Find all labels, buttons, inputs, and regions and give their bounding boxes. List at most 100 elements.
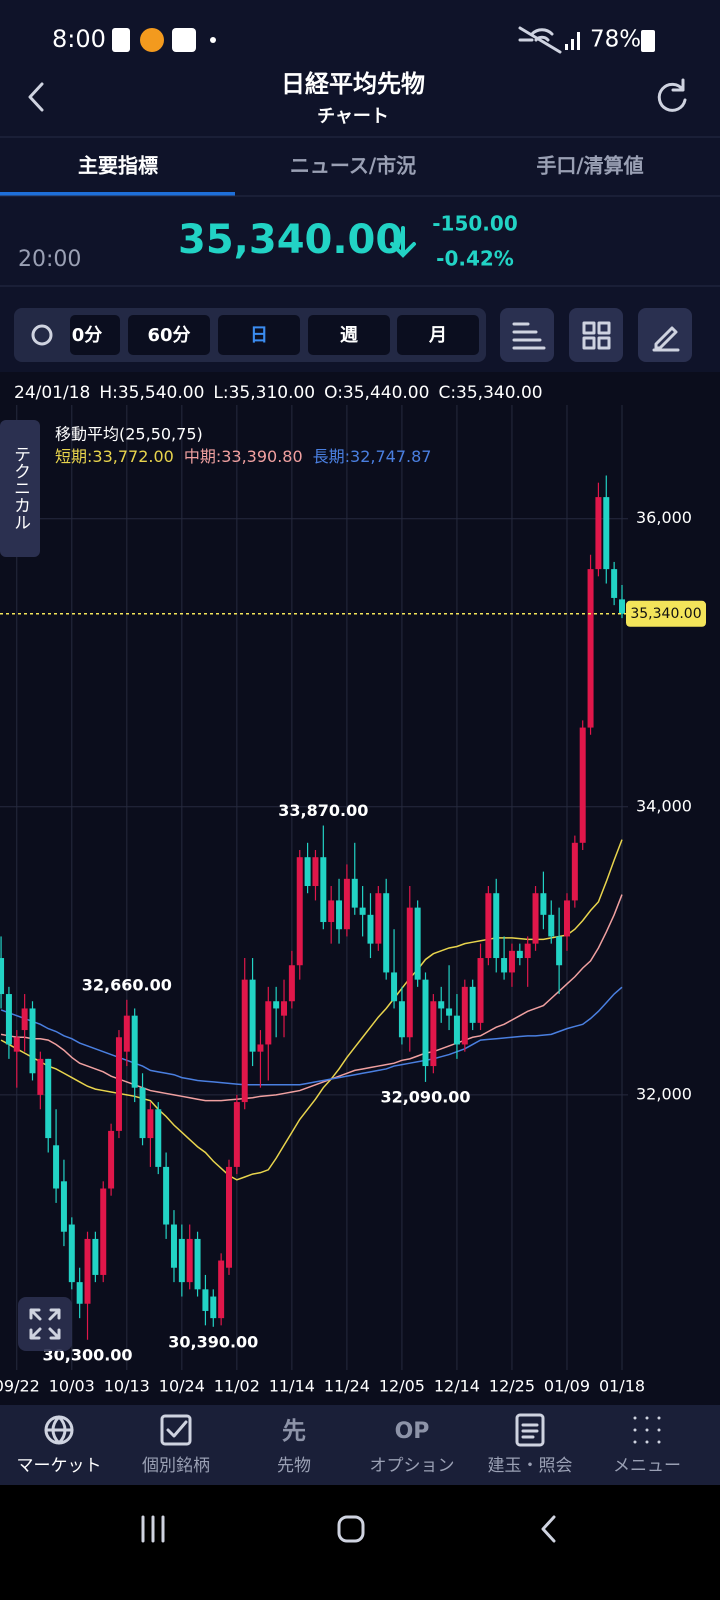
candle-body <box>587 569 594 728</box>
candle-body <box>155 1109 162 1167</box>
candle-body <box>249 979 256 1052</box>
candle-body <box>375 893 382 944</box>
nav-icon <box>160 1414 192 1446</box>
battery-icon <box>641 30 655 52</box>
interval-button[interactable] <box>70 315 120 355</box>
legend-entry: 中期:33,390.80 <box>184 447 303 466</box>
header-title: 日経平均先物 <box>281 70 425 98</box>
quote-price: 35,340.00 <box>178 217 403 263</box>
candle-body <box>115 1037 122 1131</box>
status-dot <box>210 37 216 43</box>
layout-button[interactable] <box>569 308 623 362</box>
candle-body <box>84 1238 91 1304</box>
wifi-icon <box>530 28 554 42</box>
interval-button[interactable] <box>397 315 479 355</box>
back-button[interactable] <box>28 82 44 112</box>
legend: 短期:33,772.00 中期:33,390.80 長期:32,747.87 <box>55 447 431 466</box>
candle-body <box>218 1260 225 1319</box>
nav-icon <box>521 1423 539 1439</box>
x-tick-label: 11/02 <box>214 1377 260 1396</box>
candle-body <box>461 986 468 1045</box>
nav-label[interactable]: オプション <box>370 1456 455 1476</box>
candle-body <box>131 1015 138 1088</box>
candle-body <box>383 893 390 973</box>
nav-label[interactable]: メニュー <box>613 1456 681 1476</box>
ohlc-open: O:35,440.00 <box>324 383 429 403</box>
candle-body <box>170 1224 177 1268</box>
interval-label: 0分 <box>72 325 103 346</box>
candle-body <box>516 950 523 959</box>
candle-body <box>446 1008 453 1016</box>
icon <box>29 1308 61 1340</box>
settings-button[interactable] <box>31 324 53 346</box>
interval-label: 週 <box>340 325 358 346</box>
candle-body <box>178 1238 185 1283</box>
candle-body <box>241 979 248 1103</box>
nav-label[interactable]: 個別銘柄 <box>142 1456 210 1476</box>
candle-body <box>0 958 5 995</box>
ohlc-date: 24/01/18 <box>14 383 90 403</box>
signal-icon <box>565 32 580 50</box>
candle-body <box>438 1001 445 1009</box>
candle-body <box>202 1289 209 1311</box>
expand-button[interactable] <box>18 1297 72 1351</box>
nav-label[interactable]: 先物 <box>277 1456 311 1476</box>
high-label: 32,660.00 <box>82 975 172 994</box>
candle-body <box>563 900 570 937</box>
candle-body <box>351 878 358 908</box>
side-tab[interactable] <box>0 420 40 557</box>
candle-body <box>320 857 327 923</box>
battery-text: 78% <box>590 27 641 53</box>
nav-label[interactable]: 建玉・照会 <box>488 1456 573 1476</box>
tab-active[interactable]: 主要指標 <box>78 154 158 178</box>
interval-button[interactable] <box>128 315 210 355</box>
candle-body <box>532 893 539 944</box>
nav-icon-text: 先 <box>282 1417 306 1445</box>
status-icon <box>112 28 130 52</box>
interval-label-active: 日 <box>250 325 268 346</box>
candle-body <box>210 1296 217 1319</box>
candle-body <box>265 1001 272 1045</box>
interval-button[interactable] <box>308 315 390 355</box>
candle-body <box>328 900 335 923</box>
x-tick-label: 09/22 <box>0 1377 40 1396</box>
side-tab-label: テクニカル <box>10 446 30 531</box>
icon <box>512 322 546 350</box>
interval-button-active[interactable] <box>218 315 300 355</box>
back-system-button[interactable] <box>541 1515 556 1543</box>
x-tick-label: 10/03 <box>49 1377 95 1396</box>
candle-body <box>579 727 586 843</box>
refresh-button[interactable] <box>657 78 687 112</box>
candle-body <box>233 1102 240 1167</box>
candle-body <box>501 958 508 973</box>
candle-body <box>163 1166 170 1225</box>
candle-body <box>477 958 484 1023</box>
candle-body <box>422 979 429 1067</box>
moving-average-line <box>0 986 623 1086</box>
tab[interactable]: 手口/清算値 <box>536 154 643 178</box>
nav-label-active[interactable]: マーケット <box>17 1456 102 1476</box>
candle-body <box>123 1015 130 1052</box>
high-label: 33,870.00 <box>278 801 368 820</box>
candle-body <box>194 1238 201 1290</box>
tab[interactable]: ニュース/市況 <box>290 154 416 178</box>
recents-button[interactable] <box>141 1515 165 1543</box>
candle-body <box>100 1188 107 1275</box>
x-tick-label: 12/25 <box>489 1377 535 1396</box>
home-button[interactable] <box>337 1515 365 1543</box>
interval-label: 60分 <box>147 325 190 346</box>
status-icon <box>518 26 562 54</box>
candle-body <box>273 1001 280 1009</box>
last-price-label: 35,340.00 <box>630 606 701 622</box>
candle-body <box>5 994 12 1045</box>
moving-average-line <box>0 839 623 1181</box>
plot: 09/22 10/03 10/13 10/24 11/02 11/14 11/24 12/05… <box>0 405 706 1396</box>
candle-body <box>524 943 531 959</box>
ohlc-close: C:35,340.00 <box>438 383 542 403</box>
candle-body <box>304 857 311 887</box>
moving-average-line <box>0 894 623 1102</box>
chart-type-button[interactable] <box>500 308 554 362</box>
x-tick-label: 11/14 <box>269 1377 315 1396</box>
candle-body <box>619 599 625 614</box>
